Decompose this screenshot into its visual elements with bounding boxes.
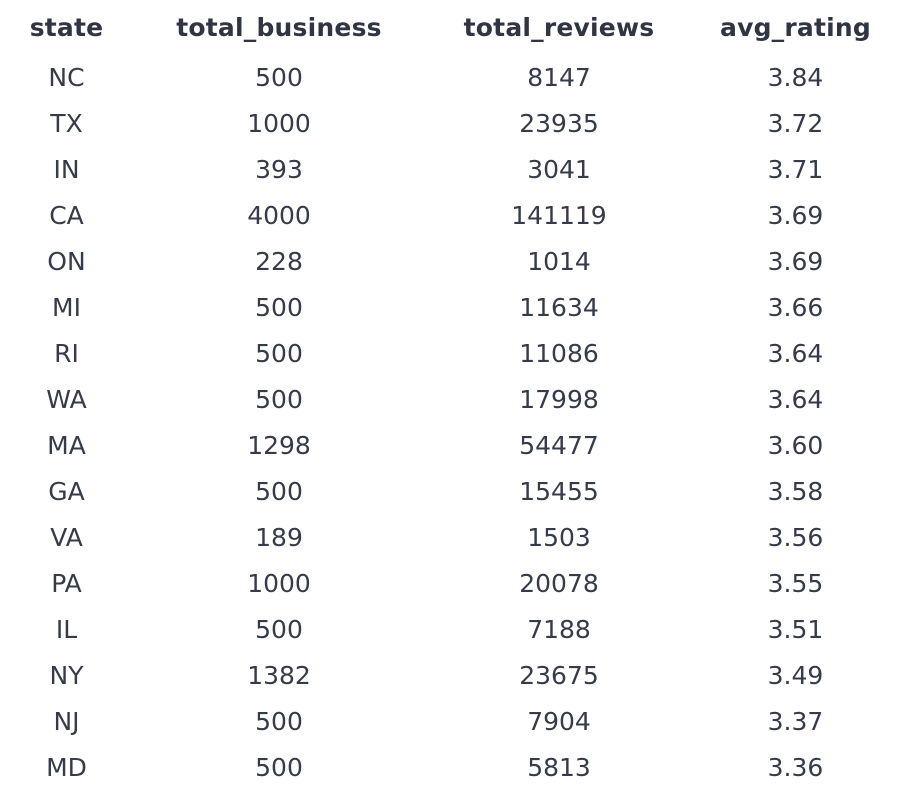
cell-avg-rating: 3.51: [767, 614, 824, 644]
cell-avg-rating: 3.55: [767, 568, 824, 598]
cell-total-business: 500: [255, 62, 303, 92]
cell-avg-rating: 3.64: [767, 338, 824, 368]
table-row: ON 228 1014 3.69: [0, 238, 898, 284]
table-row: NY 1382 23675 3.49: [0, 652, 898, 698]
cell-total-reviews: 23935: [519, 108, 599, 138]
cell-total-reviews: 7904: [527, 706, 591, 736]
cell-state: NY: [49, 660, 84, 690]
cell-state: ON: [47, 246, 86, 276]
cell-total-reviews: 15455: [519, 476, 599, 506]
cell-state: VA: [50, 522, 83, 552]
header-row: state total_business total_reviews avg_r…: [0, 0, 898, 54]
column-header-total-business: total_business: [176, 12, 382, 42]
cell-state: MD: [46, 752, 87, 782]
table-row: WA 500 17998 3.64: [0, 376, 898, 422]
table-header: state total_business total_reviews avg_r…: [0, 0, 898, 54]
table-row: CA 4000 141119 3.69: [0, 192, 898, 238]
column-header-avg-rating: avg_rating: [720, 12, 871, 42]
table-row: RI 500 11086 3.64: [0, 330, 898, 376]
cell-avg-rating: 3.58: [767, 476, 824, 506]
cell-total-business: 228: [255, 246, 303, 276]
table-row: MA 1298 54477 3.60: [0, 422, 898, 468]
cell-state: MI: [52, 292, 81, 322]
cell-avg-rating: 3.69: [767, 200, 824, 230]
cell-total-business: 500: [255, 338, 303, 368]
table-row: VA 189 1503 3.56: [0, 514, 898, 560]
cell-state: RI: [54, 338, 79, 368]
cell-state: MA: [47, 430, 86, 460]
cell-total-reviews: 3041: [527, 154, 591, 184]
cell-state: IL: [55, 614, 78, 644]
cell-total-reviews: 141119: [511, 200, 607, 230]
cell-state: NJ: [53, 706, 80, 736]
cell-total-business: 393: [255, 154, 303, 184]
cell-avg-rating: 3.72: [767, 108, 824, 138]
table-row: NJ 500 7904 3.37: [0, 698, 898, 744]
cell-total-business: 500: [255, 292, 303, 322]
cell-total-business: 4000: [247, 200, 311, 230]
cell-total-reviews: 1503: [527, 522, 591, 552]
cell-total-reviews: 8147: [527, 62, 591, 92]
cell-state: PA: [51, 568, 82, 598]
cell-total-business: 1000: [247, 108, 311, 138]
table-row: TX 1000 23935 3.72: [0, 100, 898, 146]
cell-state: TX: [50, 108, 83, 138]
cell-total-reviews: 11086: [519, 338, 599, 368]
cell-total-business: 1000: [247, 568, 311, 598]
cell-total-reviews: 5813: [527, 752, 591, 782]
cell-total-reviews: 11634: [519, 292, 599, 322]
cell-avg-rating: 3.71: [767, 154, 824, 184]
cell-avg-rating: 3.36: [767, 752, 824, 782]
table-row: MI 500 11634 3.66: [0, 284, 898, 330]
cell-total-business: 500: [255, 476, 303, 506]
cell-state: IN: [53, 154, 80, 184]
table-body: NC 500 8147 3.84 TX 1000 23935 3.72 IN 393 3041 3.7…: [0, 54, 898, 790]
cell-total-reviews: 1014: [527, 246, 591, 276]
cell-avg-rating: 3.66: [767, 292, 824, 322]
table-row: GA 500 15455 3.58: [0, 468, 898, 514]
cell-total-business: 500: [255, 752, 303, 782]
cell-total-business: 1382: [247, 660, 311, 690]
column-header-state: state: [29, 12, 104, 42]
cell-total-reviews: 23675: [519, 660, 599, 690]
table-row: NC 500 8147 3.84: [0, 54, 898, 100]
table-row: IN 393 3041 3.71: [0, 146, 898, 192]
cell-avg-rating: 3.60: [767, 430, 824, 460]
cell-total-reviews: 7188: [527, 614, 591, 644]
cell-avg-rating: 3.84: [767, 62, 824, 92]
cell-total-reviews: 17998: [519, 384, 599, 414]
table-row: IL 500 7188 3.51: [0, 606, 898, 652]
cell-total-business: 1298: [247, 430, 311, 460]
cell-total-reviews: 20078: [519, 568, 599, 598]
cell-total-business: 189: [255, 522, 303, 552]
cell-avg-rating: 3.37: [767, 706, 824, 736]
cell-avg-rating: 3.56: [767, 522, 824, 552]
cell-avg-rating: 3.64: [767, 384, 824, 414]
table-row: PA 1000 20078 3.55: [0, 560, 898, 606]
cell-total-business: 500: [255, 384, 303, 414]
cell-state: CA: [49, 200, 84, 230]
cell-avg-rating: 3.69: [767, 246, 824, 276]
cell-total-reviews: 54477: [519, 430, 599, 460]
cell-state: NC: [48, 62, 85, 92]
cell-avg-rating: 3.49: [767, 660, 824, 690]
cell-state: WA: [46, 384, 87, 414]
cell-total-business: 500: [255, 706, 303, 736]
table-row: MD 500 5813 3.36: [0, 744, 898, 790]
column-header-total-reviews: total_reviews: [463, 12, 655, 42]
cell-state: GA: [48, 476, 85, 506]
cell-total-business: 500: [255, 614, 303, 644]
